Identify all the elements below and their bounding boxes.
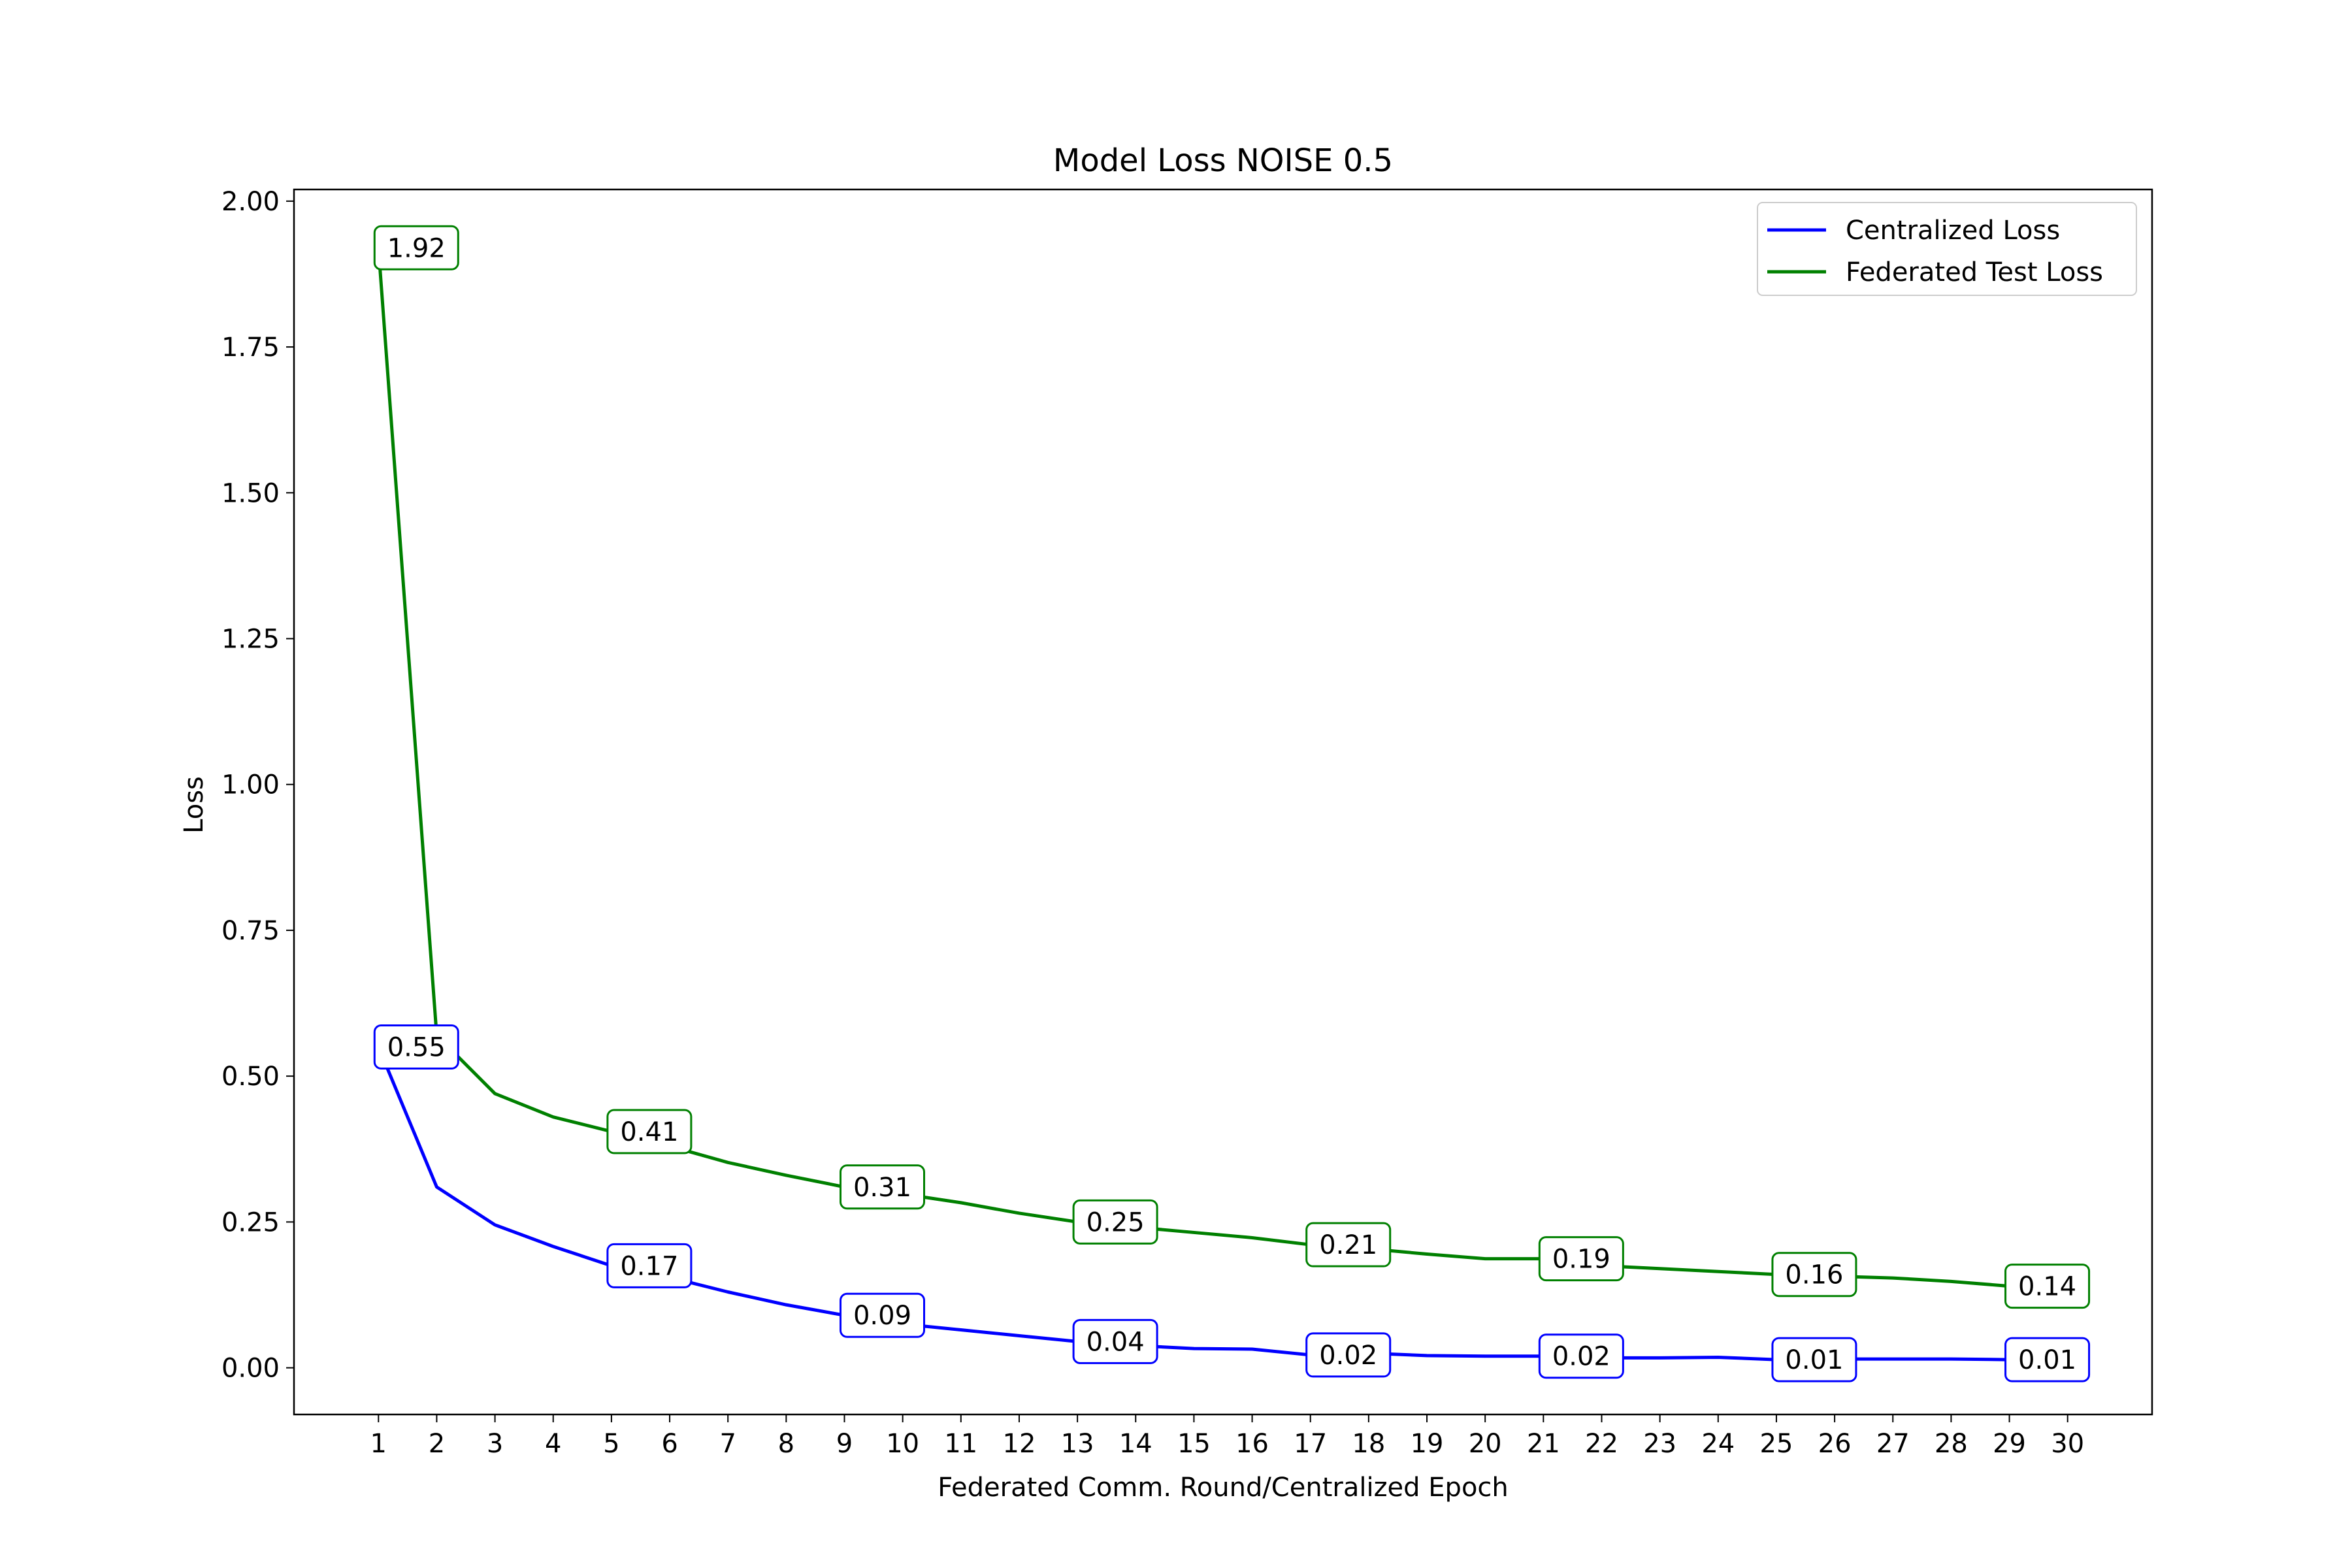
data-label-text: 0.01 [2018,1345,2076,1375]
x-tick-label: 21 [1527,1429,1560,1459]
x-tick-label: 12 [1003,1429,1036,1459]
data-label-text: 0.21 [1319,1230,1377,1260]
data-label-0: 0.04 [1072,1318,1158,1364]
data-label-text: 0.19 [1552,1245,1610,1275]
x-tick-label: 28 [1935,1429,1968,1459]
data-label-box [1538,1236,1624,1282]
data-label-box [2004,1337,2091,1382]
data-label-box [1771,1252,1857,1298]
legend-label: Centralized Loss [1846,216,2060,246]
y-tick-label: 1.00 [221,770,280,800]
x-tick-label: 16 [1235,1429,1269,1459]
x-tick-label: 1 [370,1429,387,1459]
data-label-box [840,1292,926,1338]
data-label-text: 0.01 [1785,1345,1843,1375]
data-label-0: 0.01 [2004,1337,2091,1382]
legend-label: Federated Test Loss [1846,257,2103,287]
x-tick-label: 17 [1294,1429,1327,1459]
x-tick-label: 19 [1411,1429,1444,1459]
x-tick-label: 29 [1993,1429,2026,1459]
data-label-text: 0.14 [2018,1272,2076,1302]
data-label-text: 0.04 [1086,1327,1145,1357]
data-label-box [1538,1333,1624,1379]
data-label-box [1305,1332,1392,1378]
y-tick-label: 1.25 [221,625,280,655]
data-label-0: 0.01 [1771,1337,1857,1382]
x-tick-label: 9 [836,1429,853,1459]
x-axis-label: Federated Comm. Round/Centralized Epoch [938,1473,1509,1503]
data-label-text: 0.02 [1319,1341,1377,1371]
data-label-1: 0.16 [1771,1252,1857,1298]
x-tick-label: 22 [1585,1429,1618,1459]
data-label-1: 0.14 [2004,1264,2091,1309]
x-tick-label: 14 [1119,1429,1152,1459]
data-label-text: 0.16 [1785,1260,1843,1290]
x-tick-label: 6 [661,1429,678,1459]
y-tick-label: 1.75 [221,333,280,363]
x-tick-label: 11 [944,1429,977,1459]
x-tick-label: 23 [1643,1429,1676,1459]
x-tick-label: 25 [1760,1429,1793,1459]
x-tick-label: 27 [1876,1429,1910,1459]
x-tick-label: 15 [1177,1429,1211,1459]
plot-frame [293,188,2153,1416]
data-label-1: 0.19 [1538,1236,1624,1282]
data-label-0: 0.02 [1305,1332,1392,1378]
data-label-box [1072,1318,1158,1364]
data-label-box [606,1243,693,1288]
data-label-box [373,1024,459,1070]
x-tick-label: 26 [1818,1429,1852,1459]
data-label-1: 0.25 [1072,1199,1158,1245]
y-axis-label: Loss [179,776,209,834]
y-tick-label: 2.00 [221,187,280,217]
data-label-1: 0.21 [1305,1222,1392,1267]
data-label-text: 0.31 [853,1173,911,1203]
x-tick-label: 7 [719,1429,736,1459]
y-tick-label: 1.50 [221,478,280,508]
data-label-box [2004,1264,2091,1309]
data-label-text: 1.92 [387,233,446,263]
data-label-0: 0.02 [1538,1333,1624,1379]
data-label-box [1305,1222,1392,1267]
legend-box [1757,202,2137,296]
data-label-0: 0.17 [606,1243,693,1288]
y-tick-label: 0.75 [221,916,280,946]
data-label-box [840,1164,926,1210]
x-tick-label: 24 [1701,1429,1735,1459]
x-tick-label: 18 [1352,1429,1385,1459]
data-label-1: 0.31 [840,1164,926,1210]
data-label-text: 0.09 [853,1301,911,1331]
y-tick-label: 0.00 [221,1354,280,1384]
data-label-text: 0.41 [620,1117,678,1147]
point-labels: 0.55 0.17 0.09 0.04 0.02 0.02 0.01 0.01 1.92 0.41… [373,225,2091,1382]
data-label-0: 0.55 [373,1024,459,1070]
data-label-box [373,225,459,270]
x-tick-label: 2 [429,1429,445,1459]
y-axis-ticks: 0.00 0.25 0.50 0.75 1.00 1.25 1.50 1.75 2.00 [221,187,294,1384]
x-tick-label: 20 [1469,1429,1502,1459]
data-label-text: 0.02 [1552,1342,1610,1372]
y-tick-label: 0.25 [221,1207,280,1237]
x-tick-label: 4 [545,1429,561,1459]
x-axis-ticks: 1 2 3 4 5 6 7 8 9 10 11 12 13 14 15 16 17 18 19 20 21 22 23 24 2… [370,1414,2084,1459]
x-tick-label: 13 [1061,1429,1094,1459]
data-label-text: 0.25 [1086,1207,1145,1237]
data-label-box [1771,1337,1857,1382]
x-tick-label: 10 [886,1429,919,1459]
data-label-text: 0.55 [387,1033,446,1063]
data-label-text: 0.17 [620,1251,678,1281]
data-label-box [1072,1199,1158,1245]
chart-title: Model Loss NOISE 0.5 [1053,142,1393,179]
x-tick-label: 3 [487,1429,503,1459]
legend: Centralized Loss Federated Test Loss [1757,202,2137,296]
data-label-1: 0.41 [606,1109,693,1154]
data-label-1: 1.92 [373,225,459,270]
data-label-box [606,1109,693,1154]
x-tick-label: 30 [2051,1429,2084,1459]
data-label-0: 0.09 [840,1292,926,1338]
y-tick-label: 0.50 [221,1062,280,1092]
x-tick-label: 5 [603,1429,619,1459]
x-tick-label: 8 [778,1429,794,1459]
